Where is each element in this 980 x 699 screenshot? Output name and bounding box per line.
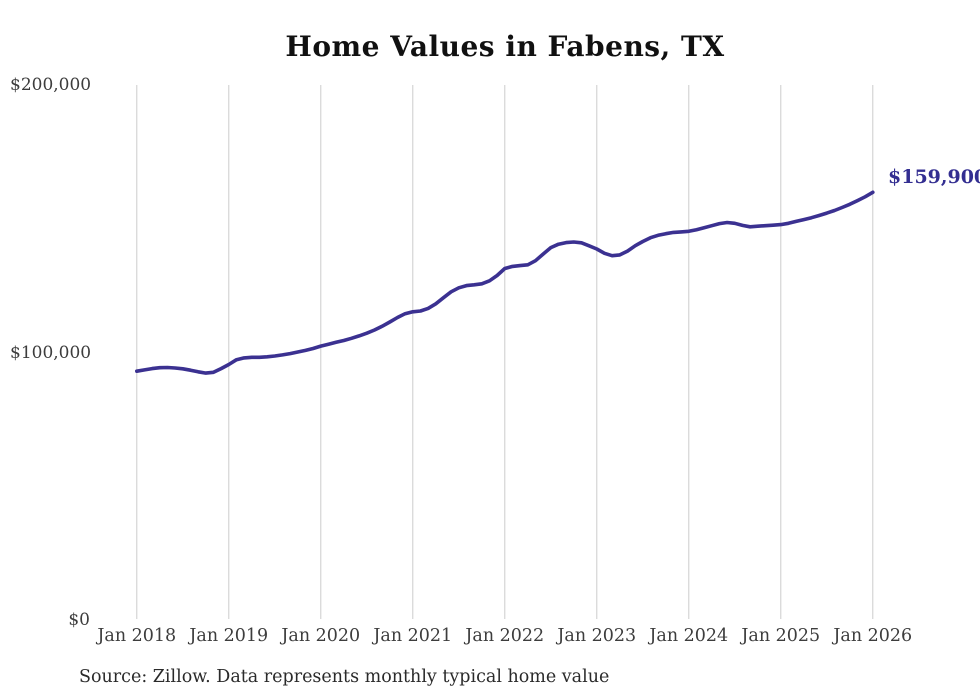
x-tick-jan-2018: Jan 2018 [97, 626, 177, 646]
x-tick-jan-2023: Jan 2023 [557, 626, 637, 646]
x-tick-jan-2026: Jan 2026 [833, 626, 913, 646]
x-tick-jan-2025: Jan 2025 [741, 626, 821, 646]
x-tick-jan-2020: Jan 2020 [281, 626, 361, 646]
chart-title: Home Values in Fabens, TX [285, 30, 725, 63]
x-tick-jan-2022: Jan 2022 [465, 626, 545, 646]
x-tick-jan-2024: Jan 2024 [649, 626, 729, 646]
y-tick-100000: $100,000 [10, 342, 92, 363]
home-value-line [135, 190, 875, 375]
y-tick-200000: $200,000 [10, 75, 92, 95]
latest-value-label: $159,900 [888, 166, 980, 188]
x-tick-jan-2021: Jan 2021 [373, 626, 453, 646]
y-tick-0: $0 [68, 610, 90, 630]
source-note: Source: Zillow. Data represents monthly … [79, 667, 610, 687]
x-tick-jan-2019: Jan 2019 [189, 626, 269, 646]
